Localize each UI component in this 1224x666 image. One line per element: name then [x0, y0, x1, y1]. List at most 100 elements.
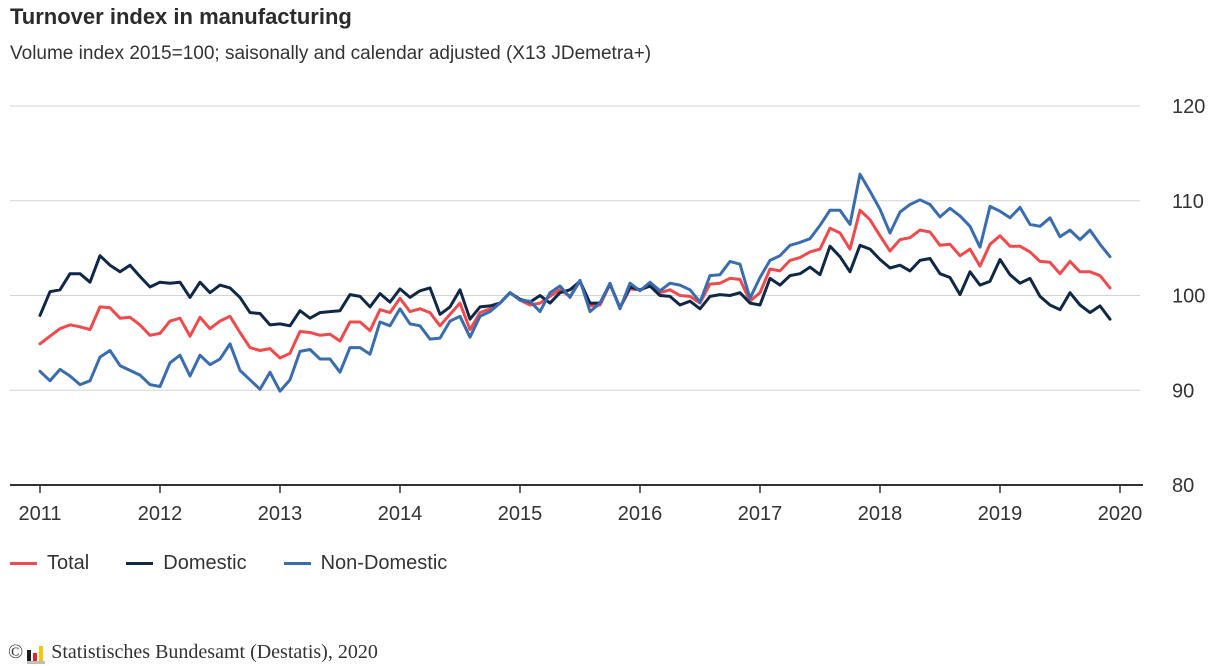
legend-item-domestic[interactable]: Domestic: [126, 552, 247, 575]
x-tick-label-2020: 2020: [1098, 503, 1143, 525]
data-point-domestic: [239, 296, 242, 299]
data-point-total: [399, 297, 402, 300]
data-point-non-domestic: [459, 315, 462, 318]
data-point-domestic: [769, 277, 772, 280]
data-point-non-domestic: [659, 289, 662, 292]
x-tick-label-2012: 2012: [138, 503, 183, 525]
y-tick-label-90: 90: [1172, 380, 1194, 402]
data-point-non-domestic: [669, 282, 672, 285]
data-point-non-domestic: [159, 385, 162, 388]
data-point-non-domestic: [1089, 229, 1092, 232]
data-point-total: [479, 311, 482, 314]
data-point-non-domestic: [349, 346, 352, 349]
data-point-domestic: [809, 266, 812, 269]
data-point-total: [709, 283, 712, 286]
data-point-domestic: [989, 280, 992, 283]
data-point-non-domestic: [399, 307, 402, 310]
data-point-non-domestic: [99, 356, 102, 359]
y-tick-label-120: 120: [1172, 96, 1205, 118]
data-point-total: [839, 232, 842, 235]
data-point-total: [1109, 286, 1112, 289]
x-tick-label-2019: 2019: [978, 503, 1023, 525]
data-point-total: [389, 311, 392, 314]
data-point-total: [169, 320, 172, 323]
data-point-domestic: [549, 302, 552, 305]
data-point-total: [789, 259, 792, 262]
data-point-domestic: [1099, 304, 1102, 307]
data-point-domestic: [659, 294, 662, 297]
data-point-domestic: [779, 284, 782, 287]
data-point-domestic: [719, 293, 722, 296]
logo-bar-black: [27, 649, 32, 661]
data-point-non-domestic: [779, 254, 782, 257]
data-point-domestic: [99, 254, 102, 257]
data-point-domestic: [929, 257, 932, 260]
data-point-non-domestic: [369, 353, 372, 356]
data-point-domestic: [299, 309, 302, 312]
data-point-domestic: [279, 322, 282, 325]
data-point-total: [139, 323, 142, 326]
source-footer: © Statistisches Bundesamt (Destatis), 20…: [8, 641, 378, 664]
data-point-total: [779, 269, 782, 272]
data-point-domestic: [219, 284, 222, 287]
legend-item-total[interactable]: Total: [10, 552, 89, 575]
data-point-total: [199, 316, 202, 319]
data-point-domestic: [139, 275, 142, 278]
data-point-domestic: [729, 294, 732, 297]
data-point-non-domestic: [769, 259, 772, 262]
data-point-non-domestic: [129, 369, 132, 372]
data-point-domestic: [289, 324, 292, 327]
data-point-domestic: [869, 248, 872, 251]
data-point-total: [1009, 245, 1012, 248]
data-point-domestic: [999, 258, 1002, 261]
data-point-total: [449, 313, 452, 316]
legend-swatch-non-domestic: [283, 562, 311, 565]
data-point-non-domestic: [119, 364, 122, 367]
data-point-non-domestic: [109, 349, 112, 352]
data-point-total: [849, 248, 852, 251]
series-lines: [38, 172, 1112, 393]
data-point-total: [969, 248, 972, 251]
logo-bar-yellow: [39, 645, 44, 661]
data-point-domestic: [69, 272, 72, 275]
data-point-non-domestic: [279, 390, 282, 393]
data-point-total: [799, 256, 802, 259]
data-point-total: [189, 335, 192, 338]
data-point-domestic: [259, 312, 262, 315]
data-point-domestic: [89, 281, 92, 284]
data-point-non-domestic: [359, 346, 362, 349]
data-point-non-domestic: [289, 378, 292, 381]
data-point-non-domestic: [319, 358, 322, 361]
data-point-domestic: [819, 273, 822, 276]
x-tick-label-2013: 2013: [258, 503, 303, 525]
data-point-non-domestic: [439, 337, 442, 340]
data-point-total: [1029, 250, 1032, 253]
legend-item-non-domestic[interactable]: Non-Domestic: [283, 552, 447, 575]
data-point-domestic: [789, 274, 792, 277]
data-point-non-domestic: [519, 299, 522, 302]
data-point-non-domestic: [969, 225, 972, 228]
data-point-domestic: [949, 276, 952, 279]
data-point-total: [439, 324, 442, 327]
data-point-total: [49, 335, 52, 338]
data-point-domestic: [669, 295, 672, 298]
data-point-total: [759, 291, 762, 294]
data-point-domestic: [899, 264, 902, 267]
data-point-domestic: [889, 267, 892, 270]
data-point-total: [159, 332, 162, 335]
data-point-total: [279, 357, 282, 360]
data-point-domestic: [179, 281, 182, 284]
data-point-total: [869, 218, 872, 221]
data-point-non-domestic: [309, 348, 312, 351]
data-point-total: [859, 209, 862, 212]
data-point-total: [829, 227, 832, 230]
data-point-domestic: [229, 286, 232, 289]
data-point-non-domestic: [739, 263, 742, 266]
data-point-domestic: [79, 272, 82, 275]
data-point-non-domestic: [449, 320, 452, 323]
data-point-non-domestic: [409, 322, 412, 325]
x-tick-label-2017: 2017: [738, 503, 783, 525]
data-point-domestic: [959, 293, 962, 296]
data-point-total: [349, 321, 352, 324]
data-point-total: [1099, 274, 1102, 277]
